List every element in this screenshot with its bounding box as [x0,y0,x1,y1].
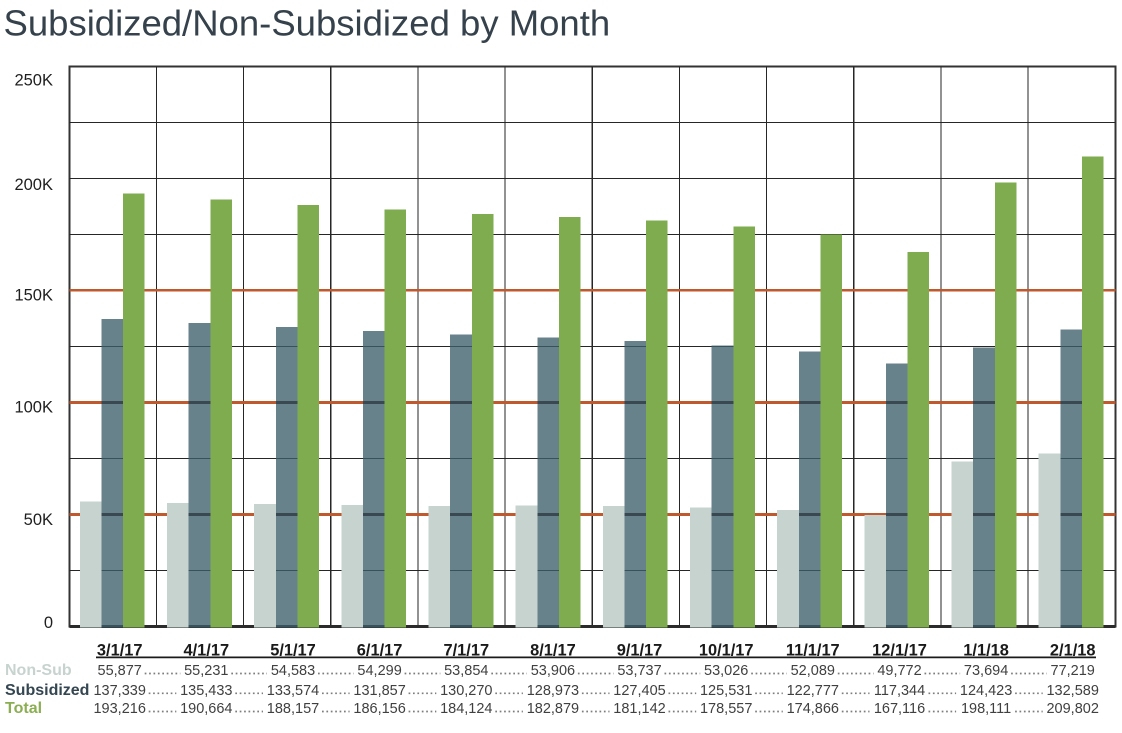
svg-text:8/1/17: 8/1/17 [530,642,576,660]
svg-text:53,854: 53,854 [444,663,488,679]
svg-text:Non-Sub: Non-Sub [5,662,72,679]
svg-text:117,344: 117,344 [874,683,925,699]
svg-text:2/1/18: 2/1/18 [1050,642,1096,660]
svg-text:132,589: 132,589 [1046,683,1098,699]
svg-text:181,142: 181,142 [613,701,665,717]
svg-text:190,664: 190,664 [180,701,232,717]
svg-text:55,877: 55,877 [98,663,142,679]
svg-text:12/1/17: 12/1/17 [872,642,927,660]
svg-text:178,557: 178,557 [700,701,752,717]
svg-text:49,772: 49,772 [877,663,921,679]
svg-text:174,866: 174,866 [787,701,839,717]
svg-text:4/1/17: 4/1/17 [184,642,230,660]
svg-text:53,737: 53,737 [617,663,661,679]
svg-text:124,423: 124,423 [960,683,1012,699]
svg-text:100K: 100K [14,398,53,416]
svg-text:1/1/18: 1/1/18 [963,642,1009,660]
svg-text:198,111: 198,111 [961,701,1011,717]
svg-text:5/1/17: 5/1/17 [270,642,316,660]
svg-text:209,802: 209,802 [1046,701,1098,717]
svg-text:125,531: 125,531 [700,683,752,699]
svg-text:182,879: 182,879 [527,701,579,717]
svg-text:250K: 250K [14,72,53,90]
svg-text:167,116: 167,116 [874,701,925,717]
svg-text:54,583: 54,583 [271,663,315,679]
svg-text:131,857: 131,857 [353,683,405,699]
svg-text:0: 0 [44,614,53,632]
svg-text:127,405: 127,405 [613,683,665,699]
svg-text:137,339: 137,339 [93,683,145,699]
svg-text:Subsidized/Non-Subsidized by M: Subsidized/Non-Subsidized by Month [4,3,611,44]
svg-text:9/1/17: 9/1/17 [617,642,663,660]
svg-text:10/1/17: 10/1/17 [699,642,754,660]
svg-text:186,156: 186,156 [353,701,405,717]
svg-text:150K: 150K [14,287,53,305]
svg-text:184,124: 184,124 [440,701,492,717]
svg-text:6/1/17: 6/1/17 [357,642,403,660]
svg-text:7/1/17: 7/1/17 [444,642,490,660]
svg-text:77,219: 77,219 [1051,663,1095,679]
svg-text:55,231: 55,231 [184,663,228,679]
svg-text:Total: Total [5,700,42,717]
svg-text:122,777: 122,777 [787,683,839,699]
svg-text:128,973: 128,973 [527,683,579,699]
svg-text:73,694: 73,694 [964,663,1008,679]
svg-text:130,270: 130,270 [440,683,492,699]
svg-text:135,433: 135,433 [180,683,232,699]
svg-text:193,216: 193,216 [93,701,145,717]
svg-text:11/1/17: 11/1/17 [786,642,840,660]
svg-text:53,026: 53,026 [704,663,748,679]
svg-text:133,574: 133,574 [267,683,319,699]
svg-text:188,157: 188,157 [267,701,319,717]
svg-text:50K: 50K [24,511,53,529]
svg-text:54,299: 54,299 [357,663,401,679]
svg-text:Subsidized: Subsidized [5,682,89,699]
svg-text:53,906: 53,906 [531,663,575,679]
svg-text:52,089: 52,089 [791,663,835,679]
svg-text:3/1/17: 3/1/17 [97,642,143,660]
svg-text:200K: 200K [14,176,53,194]
